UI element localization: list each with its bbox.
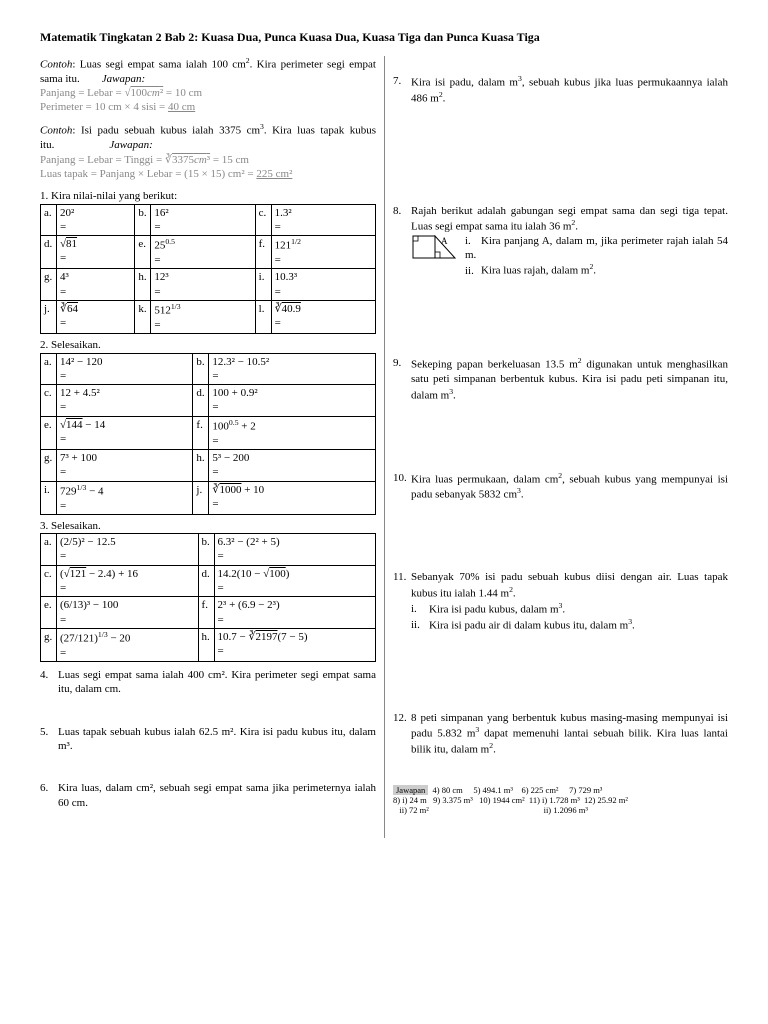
left-column: Contoh: Luas segi empat sama ialah 100 c… [40,56,384,838]
two-column-layout: Contoh: Luas segi empat sama ialah 100 c… [40,56,728,838]
question-9: 9.Sekeping papan berkeluasan 13.5 m2 dig… [393,356,728,402]
section-2: 2. Selesaikan. a.14² − 120=b.12.3² − 10.… [40,338,376,515]
answers-box: Jawapan 4) 80 cm 5) 494.1 m³ 6) 225 cm² … [393,785,728,816]
question-11: 11. Sebanyak 70% isi padu sebuah kubus d… [393,570,728,632]
table-3: a.(2/5)² − 12.5=b.6.3² − (2² + 5)= c.(√1… [40,533,376,662]
diagram-icon: A [411,234,461,279]
question-12: 12.8 peti simpanan yang berbentuk kubus … [393,711,728,757]
question-10: 10.Kira luas permukaan, dalam cm2, sebua… [393,471,728,503]
question-8: 8. Rajah berikut adalah gabungan segi em… [393,204,728,279]
section-3-head: 3. Selesaikan. [40,519,376,533]
section-3: 3. Selesaikan. a.(2/5)² − 12.5=b.6.3² − … [40,519,376,662]
example-1: Contoh: Luas segi empat sama ialah 100 c… [40,56,376,115]
question-7: 7.Kira isi padu, dalam m3, sebuah kubus … [393,74,728,106]
question-5: 5.Luas tapak sebuah kubus ialah 62.5 m².… [40,725,376,754]
section-1: 1. Kira nilai-nilai yang berikut: a.20²=… [40,189,376,334]
table-2: a.14² − 120=b.12.3² − 10.5²= c.12 + 4.5²… [40,353,376,515]
example-2: Contoh: Isi padu sebuah kubus ialah 3375… [40,122,376,181]
section-2-head: 2. Selesaikan. [40,338,376,352]
svg-text:A: A [441,236,448,246]
question-4: 4.Luas segi empat sama ialah 400 cm². Ki… [40,668,376,697]
table-1: a.20²=b.16²=c.1.3²= d.√81=e.250.5=f.1211… [40,204,376,335]
question-6: 6.Kira luas, dalam cm², sebuah segi empa… [40,781,376,810]
page-title: Matematik Tingkatan 2 Bab 2: Kuasa Dua, … [40,30,728,46]
section-1-head: 1. Kira nilai-nilai yang berikut: [40,189,376,203]
right-column: 7.Kira isi padu, dalam m3, sebuah kubus … [384,56,728,838]
